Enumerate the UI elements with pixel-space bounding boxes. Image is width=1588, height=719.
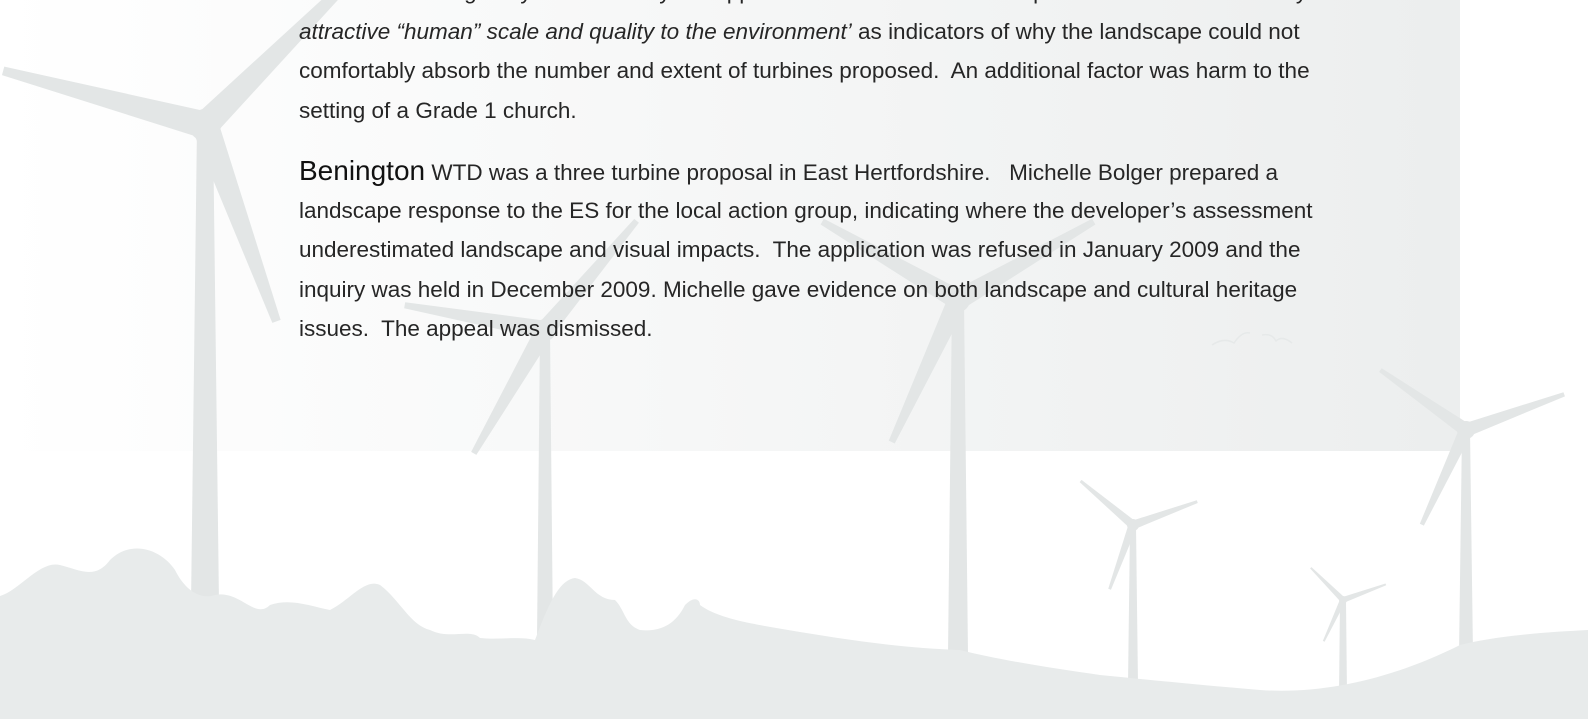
text-line: landscape response to the ES for the loc… [299,198,1313,224]
heading: Benington [299,155,425,186]
text-run: attractive “human” scale and quality to … [299,19,852,44]
text-line: attractive “human” scale and quality to … [299,19,1300,45]
text-run: The refusal was greatly influenced by th… [299,0,1307,4]
text-line: issues. The appeal was dismissed. [299,316,653,342]
text-line: setting of a Grade 1 church. [299,98,577,124]
text-line: inquiry was held in December 2009. Miche… [299,277,1297,303]
text-run: landscape response to the ES for the loc… [299,198,1313,223]
text-run: setting of a Grade 1 church. [299,98,577,123]
text-line: Benington WTD was a three turbine propos… [299,158,1278,186]
text-run: issues. The appeal was dismissed. [299,316,653,341]
text-run: inquiry was held in December 2009. Miche… [299,277,1297,302]
text-run: WTD was a three turbine proposal in East… [425,160,1278,185]
text-run: comfortably absorb the number and extent… [299,58,1310,83]
text-run: underestimated landscape and visual impa… [299,237,1300,262]
text-line: The refusal was greatly influenced by th… [299,0,1307,5]
text-line: comfortably absorb the number and extent… [299,58,1310,84]
text-run: as indicators of why the landscape could… [852,19,1300,44]
page: {"paragraphs": [ {"lines": [ [{"text": "… [0,0,1588,719]
background-illustration [0,0,1588,719]
ground [0,549,1588,719]
text-line: underestimated landscape and visual impa… [299,237,1300,263]
